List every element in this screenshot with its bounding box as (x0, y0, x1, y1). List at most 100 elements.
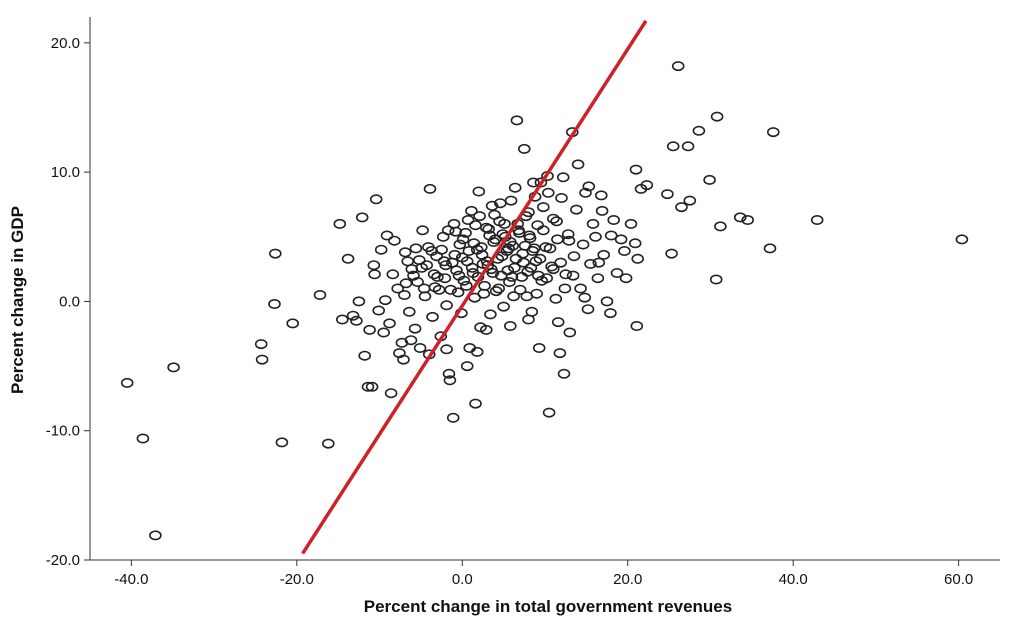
data-point (550, 216, 563, 227)
data-point (426, 311, 439, 322)
data-point (440, 300, 453, 311)
data-point (446, 412, 460, 423)
data-point (559, 269, 573, 280)
x-axis-title: Percent change in total government reven… (364, 597, 732, 616)
data-point (578, 292, 592, 303)
data-point (810, 215, 824, 226)
data-point (361, 381, 375, 392)
data-point (255, 354, 269, 365)
data-point (408, 323, 422, 334)
data-point (444, 284, 458, 295)
y-tick-label: 20.0 (51, 35, 80, 52)
data-point (405, 264, 419, 275)
data-point (448, 249, 462, 260)
data-point (497, 301, 510, 312)
data-point (546, 213, 560, 224)
x-tick-label: 20.0 (613, 571, 642, 588)
data-point (492, 283, 506, 294)
data-point (268, 298, 281, 309)
data-point (763, 243, 777, 254)
data-point (404, 335, 418, 346)
data-point (582, 181, 596, 192)
data-point (502, 243, 515, 254)
data-point (149, 530, 162, 541)
data-point (402, 306, 416, 317)
data-point (409, 243, 423, 254)
data-point (452, 270, 466, 281)
x-tick-label: 60.0 (944, 571, 973, 588)
data-point (594, 190, 608, 201)
data-point (467, 238, 481, 249)
axes (89, 17, 1000, 561)
data-point (555, 193, 568, 204)
data-point (586, 218, 600, 229)
data-point (683, 195, 697, 206)
data-point (369, 194, 383, 205)
data-point (543, 243, 557, 254)
data-point (346, 310, 360, 321)
data-point (488, 209, 501, 220)
data-point (536, 202, 550, 213)
data-point (482, 224, 496, 235)
data-point (398, 247, 412, 258)
data-point (136, 433, 150, 444)
data-point (551, 234, 564, 245)
data-point (618, 246, 631, 257)
data-point (681, 141, 695, 152)
data-point (456, 234, 470, 245)
data-point (741, 215, 755, 226)
data-point (352, 296, 366, 307)
data-point (435, 244, 448, 255)
data-point (604, 308, 617, 319)
data-point (425, 246, 439, 257)
data-point (533, 253, 547, 264)
data-point (469, 398, 482, 409)
data-point (522, 314, 535, 325)
data-point (692, 125, 706, 136)
data-point (427, 269, 441, 280)
data-point (556, 172, 570, 183)
data-point (443, 375, 457, 386)
data-point (460, 280, 473, 291)
data-point (397, 354, 410, 365)
data-point (553, 348, 567, 359)
data-point (440, 344, 453, 355)
data-point (549, 293, 563, 304)
data-point (459, 227, 472, 238)
data-point (592, 257, 606, 268)
data-point (313, 289, 327, 300)
data-point (479, 324, 493, 335)
data-point (428, 282, 442, 293)
data-point (536, 225, 550, 236)
data-point (607, 215, 621, 226)
data-point (350, 315, 363, 326)
data-point (431, 271, 444, 282)
data-point (541, 187, 555, 198)
data-point (597, 249, 611, 260)
data-point (254, 339, 268, 350)
data-point (532, 270, 545, 281)
y-tick-label: 0.0 (59, 293, 80, 310)
data-point (551, 317, 565, 328)
data-point (666, 141, 680, 152)
data-point (661, 189, 674, 200)
trend-line-layer (301, 19, 648, 555)
data-point (562, 235, 576, 246)
data-point (579, 187, 592, 198)
data-point (631, 253, 645, 264)
data-point (437, 256, 451, 267)
data-point (515, 271, 529, 282)
data-point (472, 186, 486, 197)
data-point (526, 246, 539, 257)
data-point (557, 368, 571, 379)
data-point (766, 127, 780, 138)
data-point (522, 230, 536, 241)
data-point (507, 291, 520, 302)
data-point (484, 309, 497, 320)
data-point (341, 253, 355, 264)
data-point (365, 381, 379, 392)
data-point (503, 276, 516, 287)
data-point (485, 200, 499, 211)
data-point (386, 269, 400, 280)
data-point (460, 361, 474, 372)
